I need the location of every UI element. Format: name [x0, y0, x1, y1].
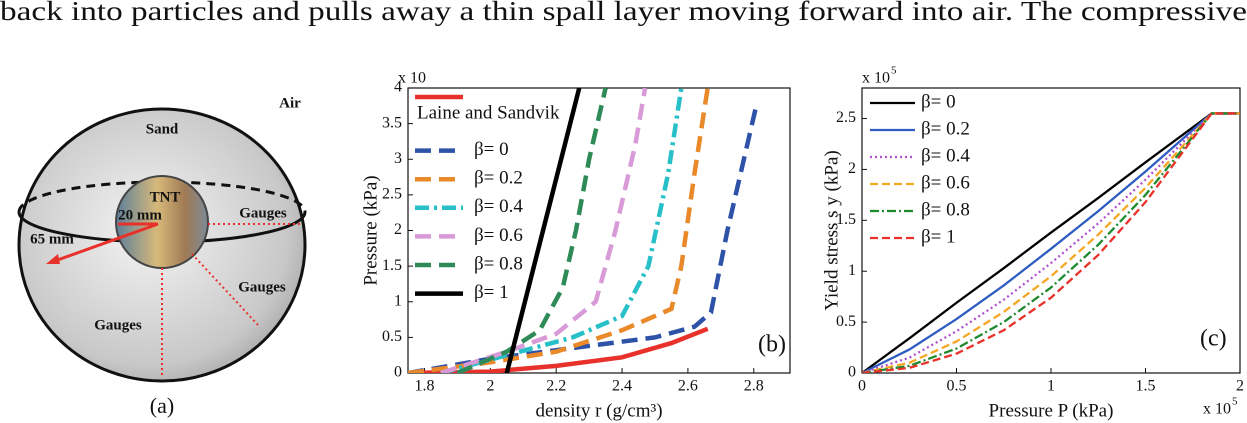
y-tick-label: 1: [848, 262, 856, 279]
data-line: [456, 88, 608, 373]
legend-label: β= 0.2: [474, 168, 523, 189]
legend-label: Laine and Sandvik: [417, 102, 560, 123]
y-axis-label: Yield stress s y (kPa): [821, 150, 842, 310]
data-line: [862, 112, 1240, 373]
x-tick-label: 1.5: [1136, 378, 1156, 395]
x-tick-label: 1.8: [414, 378, 434, 395]
y-tick-label: 0: [394, 364, 402, 381]
plot-lines: [862, 112, 1240, 373]
y-tick-label: 2.5: [382, 186, 402, 203]
data-line: [862, 112, 1240, 373]
gauge-line: [191, 253, 259, 326]
legend-label: β= 1: [921, 226, 956, 247]
legend-label: β= 0.6: [921, 172, 970, 193]
multiplier: x 10: [862, 70, 890, 87]
legend-label: β= 1: [474, 282, 509, 303]
legend-label: β= 0: [921, 91, 956, 112]
multiplier-exp: 5: [891, 65, 897, 77]
data-line: [862, 112, 1240, 373]
air-label: Air: [279, 95, 301, 111]
legend-label: β= 0.8: [921, 199, 970, 220]
y-tick-label: 3.5: [382, 114, 402, 131]
outer-radius-arrow: [51, 222, 159, 264]
plot-lines: [408, 88, 760, 373]
legend-label: β= 0.8: [474, 253, 523, 274]
y-tick-label: 3: [394, 150, 402, 167]
legend-label: β= 0.6: [474, 225, 523, 246]
data-line: [408, 88, 710, 373]
data-line: [862, 112, 1240, 373]
data-line: [408, 101, 760, 373]
inner-radius-label: 20 mm: [118, 207, 162, 223]
outer-radius-label: 65 mm: [30, 231, 74, 247]
data-line: [440, 88, 648, 373]
panel-label: (b): [758, 332, 786, 358]
gauges-label: Gauges: [239, 205, 287, 221]
panel-label: (a): [150, 393, 174, 418]
y-tick-label: 2: [848, 160, 856, 177]
y-axis-label: Pressure (kPa): [360, 175, 381, 285]
legend-label: β= 0.4: [474, 196, 523, 217]
data-line: [408, 326, 709, 373]
multiplier: x 10: [1203, 401, 1231, 418]
data-line: [862, 112, 1240, 373]
x-tick-label: 0.5: [947, 378, 967, 395]
legend-label: β= 0: [474, 139, 509, 160]
tnt-label: TNT: [150, 189, 181, 205]
x-tick-label: 2.2: [546, 378, 566, 395]
arrow-head: [46, 254, 60, 264]
y-tick-label: 0.5: [382, 328, 402, 345]
plot-frame: [407, 87, 791, 374]
y-tick-label: 0.5: [836, 313, 856, 330]
gauges-label: Gauges: [238, 279, 286, 295]
x-tick-label: 2.4: [612, 378, 632, 395]
x-tick-label: 2: [486, 378, 494, 395]
x-tick-label: 1: [1047, 378, 1055, 395]
x-tick-label: 0: [858, 378, 866, 395]
x-axis-label: density r (g/cm³): [535, 400, 662, 421]
y-tick-label: 4: [394, 79, 402, 96]
multiplier-exp: 5: [1232, 396, 1238, 408]
sand-label: Sand: [146, 121, 179, 137]
gauges-label: Gauges: [94, 317, 142, 333]
data-line: [862, 112, 1240, 373]
figure-a: Sand Air TNT 20 mm 65 mm Gauges Gauges G…: [17, 95, 307, 418]
data-line: [440, 88, 684, 373]
legend-label: β= 0.2: [921, 118, 970, 139]
multiplier: x 10: [398, 70, 426, 87]
y-tick-label: 1.5: [382, 257, 402, 274]
data-line: [504, 88, 582, 373]
x-tick-label: 2.8: [744, 378, 764, 395]
x-axis-label: Pressure P (kPa): [989, 400, 1114, 421]
y-tick-label: 2.5: [836, 109, 856, 126]
y-tick-label: 0: [848, 364, 856, 381]
legend-label: β= 0.4: [921, 145, 970, 166]
panel-label: (c): [1200, 326, 1227, 352]
x-tick-label: 2.6: [678, 378, 698, 395]
y-tick-label: 1.5: [836, 211, 856, 228]
y-tick-label: 2: [394, 221, 402, 238]
y-tick-label: 1: [394, 292, 402, 309]
x-tick-label: 2: [1236, 378, 1244, 395]
body-text: back into particles and pulls away a thi…: [0, 0, 1247, 26]
